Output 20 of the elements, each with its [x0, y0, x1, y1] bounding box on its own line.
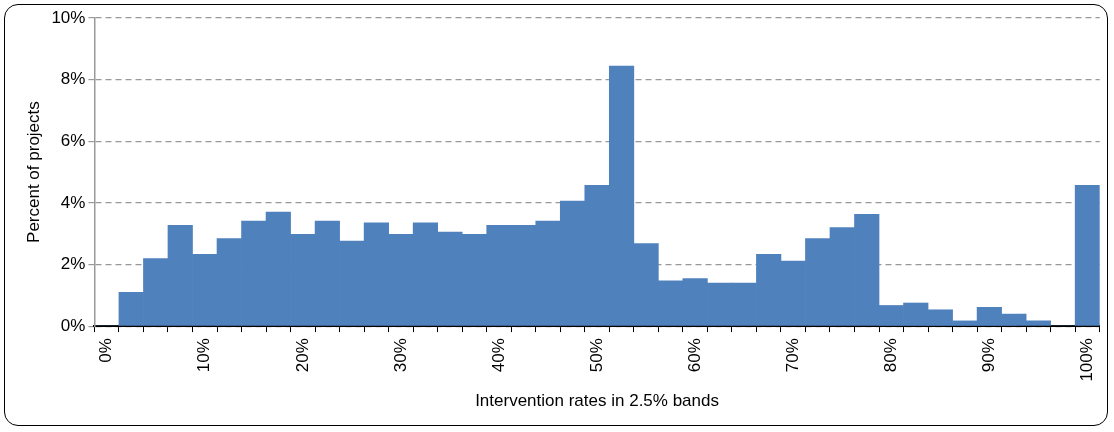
x-tick-label: 40% — [488, 338, 508, 373]
y-tick-label: 8% — [60, 69, 86, 89]
x-tick-label: 10% — [194, 338, 214, 373]
x-tick-label: 90% — [979, 338, 999, 373]
bar — [1074, 184, 1100, 326]
x-tick-label: 0% — [96, 338, 116, 363]
x-tick-label: 30% — [390, 338, 410, 373]
x-axis-title: Intervention rates in 2.5% bands — [475, 391, 719, 411]
x-tick-label: 60% — [684, 338, 704, 373]
x-tick-label: 70% — [782, 338, 802, 373]
y-tick-label: 6% — [60, 130, 86, 150]
y-tick-label: 0% — [60, 315, 86, 335]
y-tick-label: 10% — [51, 7, 86, 27]
x-tick-label: 100% — [1077, 338, 1097, 382]
x-tick-label: 50% — [586, 338, 606, 373]
x-tick-label: 80% — [880, 338, 900, 373]
y-tick-label: 4% — [60, 192, 86, 212]
y-axis-title: Percent of projects — [23, 101, 43, 243]
y-tick-label: 2% — [60, 254, 86, 274]
x-tick-label: 20% — [292, 338, 312, 373]
